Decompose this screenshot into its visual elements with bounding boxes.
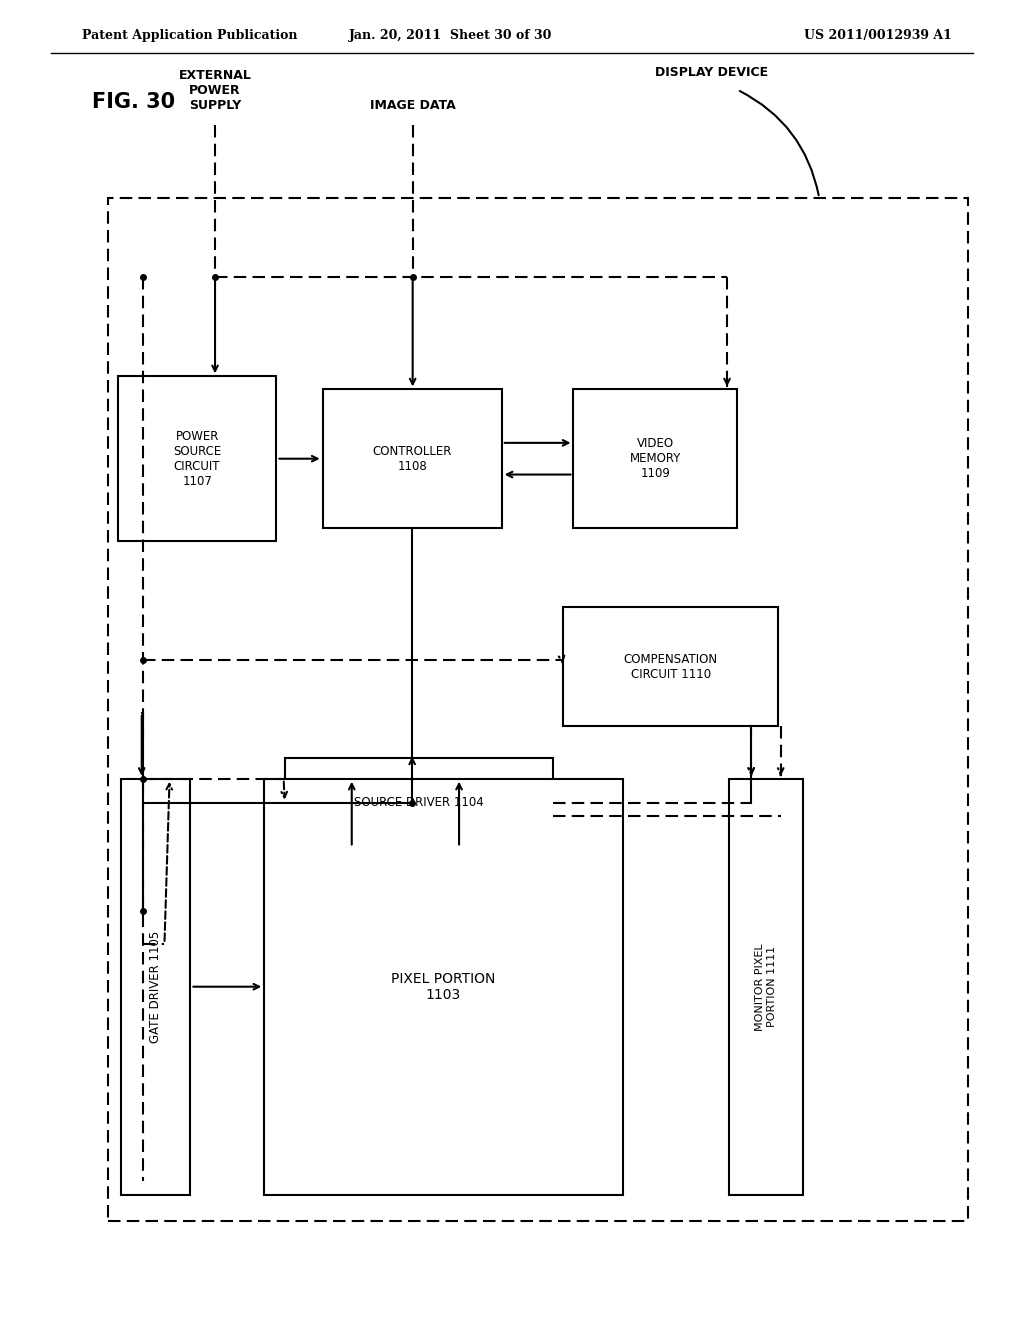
Text: SOURCE DRIVER 1104: SOURCE DRIVER 1104 <box>354 796 483 809</box>
Bar <box>573 389 737 528</box>
Bar <box>118 376 276 541</box>
Bar <box>264 779 623 1195</box>
Text: VIDEO
MEMORY
1109: VIDEO MEMORY 1109 <box>630 437 681 480</box>
Text: US 2011/0012939 A1: US 2011/0012939 A1 <box>805 29 952 42</box>
Bar <box>121 779 190 1195</box>
Text: EXTERNAL
POWER
SUPPLY: EXTERNAL POWER SUPPLY <box>178 69 252 112</box>
Text: Patent Application Publication: Patent Application Publication <box>82 29 297 42</box>
Text: CONTROLLER
1108: CONTROLLER 1108 <box>373 445 452 473</box>
Bar <box>563 607 778 726</box>
Text: Jan. 20, 2011  Sheet 30 of 30: Jan. 20, 2011 Sheet 30 of 30 <box>349 29 552 42</box>
Text: DISPLAY DEVICE: DISPLAY DEVICE <box>655 66 768 79</box>
Bar <box>108 198 968 1221</box>
Bar <box>323 389 502 528</box>
Bar <box>729 779 803 1195</box>
Text: GATE DRIVER 1105: GATE DRIVER 1105 <box>150 931 162 1043</box>
Text: IMAGE DATA: IMAGE DATA <box>370 99 456 112</box>
Text: FIG. 30: FIG. 30 <box>92 92 175 112</box>
Text: PIXEL PORTION
1103: PIXEL PORTION 1103 <box>391 972 496 1002</box>
Bar <box>285 758 553 847</box>
Text: MONITOR PIXEL
PORTION 1111: MONITOR PIXEL PORTION 1111 <box>755 942 777 1031</box>
Text: COMPENSATION
CIRCUIT 1110: COMPENSATION CIRCUIT 1110 <box>624 652 718 681</box>
Text: POWER
SOURCE
CIRCUIT
1107: POWER SOURCE CIRCUIT 1107 <box>173 430 221 487</box>
